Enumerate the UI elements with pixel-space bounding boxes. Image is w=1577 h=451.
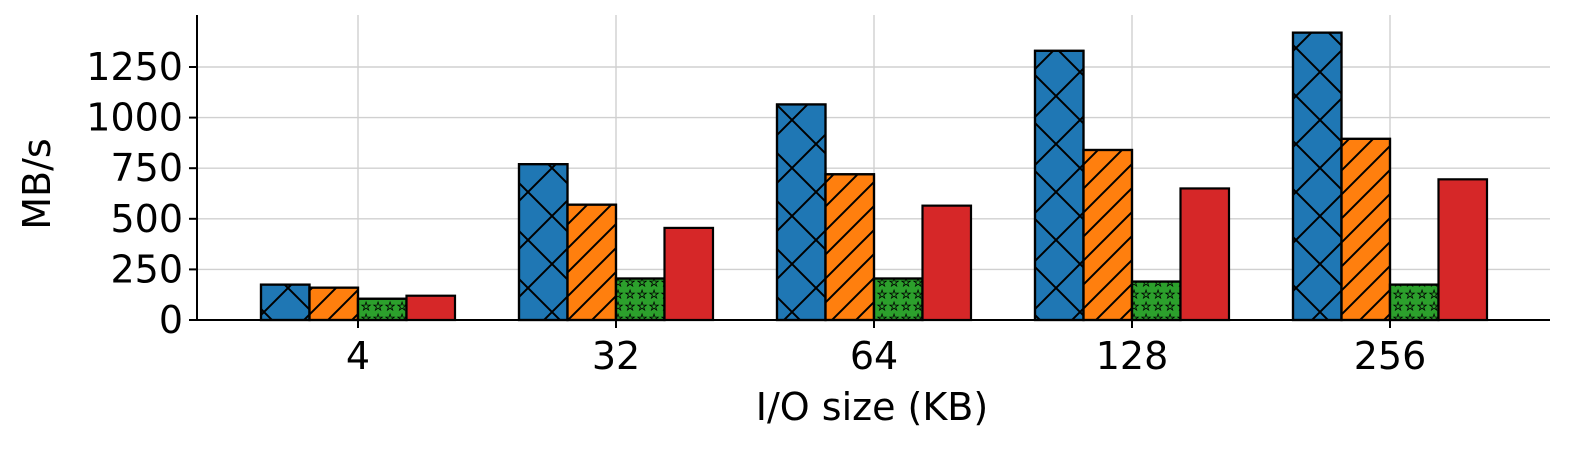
bar-hatch-s3-4 bbox=[358, 298, 407, 320]
bars bbox=[259, 31, 1489, 322]
y-tick-label: 1250 bbox=[86, 45, 183, 89]
x-tick-label-128: 128 bbox=[1096, 334, 1169, 378]
x-tick-label-256: 256 bbox=[1354, 334, 1427, 378]
x-tick-label-32: 32 bbox=[592, 334, 640, 378]
bar-hatch-s1-256 bbox=[1293, 32, 1342, 320]
y-tick-label: 750 bbox=[110, 146, 183, 190]
bar-hatch-s2-64 bbox=[825, 174, 874, 320]
axes bbox=[189, 15, 1550, 328]
x-tick-label-64: 64 bbox=[850, 334, 898, 378]
bar-hatch-s3-32 bbox=[616, 278, 665, 320]
tick-labels: 0 250 500 750 1000 1250 4 32 64 128 256 bbox=[86, 45, 1426, 378]
bar-hatch-s2-32 bbox=[567, 204, 616, 320]
x-axis-title: I/O size (KB) bbox=[756, 385, 988, 429]
y-axis-title: MB/s bbox=[15, 138, 59, 229]
y-tick-label: 250 bbox=[110, 247, 183, 291]
bar-s4-64 bbox=[921, 204, 973, 322]
bar-hatch-s2-256 bbox=[1341, 138, 1390, 320]
bar-hatch-s3-64 bbox=[874, 278, 923, 320]
bar-s4-4 bbox=[405, 294, 457, 322]
bar-hatch-s1-32 bbox=[519, 164, 568, 320]
x-tick-label-4: 4 bbox=[346, 334, 370, 378]
y-tick-label: 0 bbox=[159, 298, 183, 342]
bar-hatch-s1-4 bbox=[261, 284, 310, 320]
bar-hatch-s2-128 bbox=[1083, 149, 1132, 320]
bar-hatch-s3-128 bbox=[1132, 281, 1181, 320]
bar-hatch-s3-256 bbox=[1390, 284, 1439, 320]
y-tick-label: 500 bbox=[110, 197, 183, 241]
y-tick-label: 1000 bbox=[86, 96, 183, 140]
bar-hatch-s1-64 bbox=[777, 104, 826, 320]
bar-hatch-s1-128 bbox=[1035, 50, 1084, 321]
bar-s4-128 bbox=[1179, 187, 1231, 322]
bar-s4-256 bbox=[1437, 178, 1489, 322]
bar-s4-32 bbox=[663, 226, 715, 322]
bar-hatch-s2-4 bbox=[309, 287, 358, 320]
